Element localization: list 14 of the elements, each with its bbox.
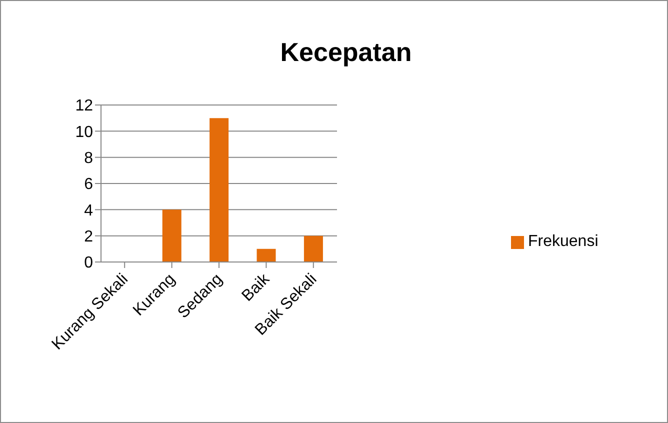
legend-label: Frekuensi xyxy=(528,233,598,250)
x-tick-label: Baik xyxy=(239,270,274,305)
chart-title: Kecepatan xyxy=(279,37,413,68)
y-tick-label: 4 xyxy=(84,202,94,220)
bar xyxy=(256,248,276,262)
y-tick-label: 8 xyxy=(84,150,94,168)
y-tick-label: 6 xyxy=(84,176,94,194)
y-tick-label: 12 xyxy=(75,98,94,115)
bar xyxy=(210,118,229,262)
bar xyxy=(162,210,182,262)
bar xyxy=(304,236,323,262)
y-tick-label: 2 xyxy=(84,228,94,246)
y-tick-label: 10 xyxy=(75,124,94,141)
y-tick-label: 0 xyxy=(84,254,94,272)
